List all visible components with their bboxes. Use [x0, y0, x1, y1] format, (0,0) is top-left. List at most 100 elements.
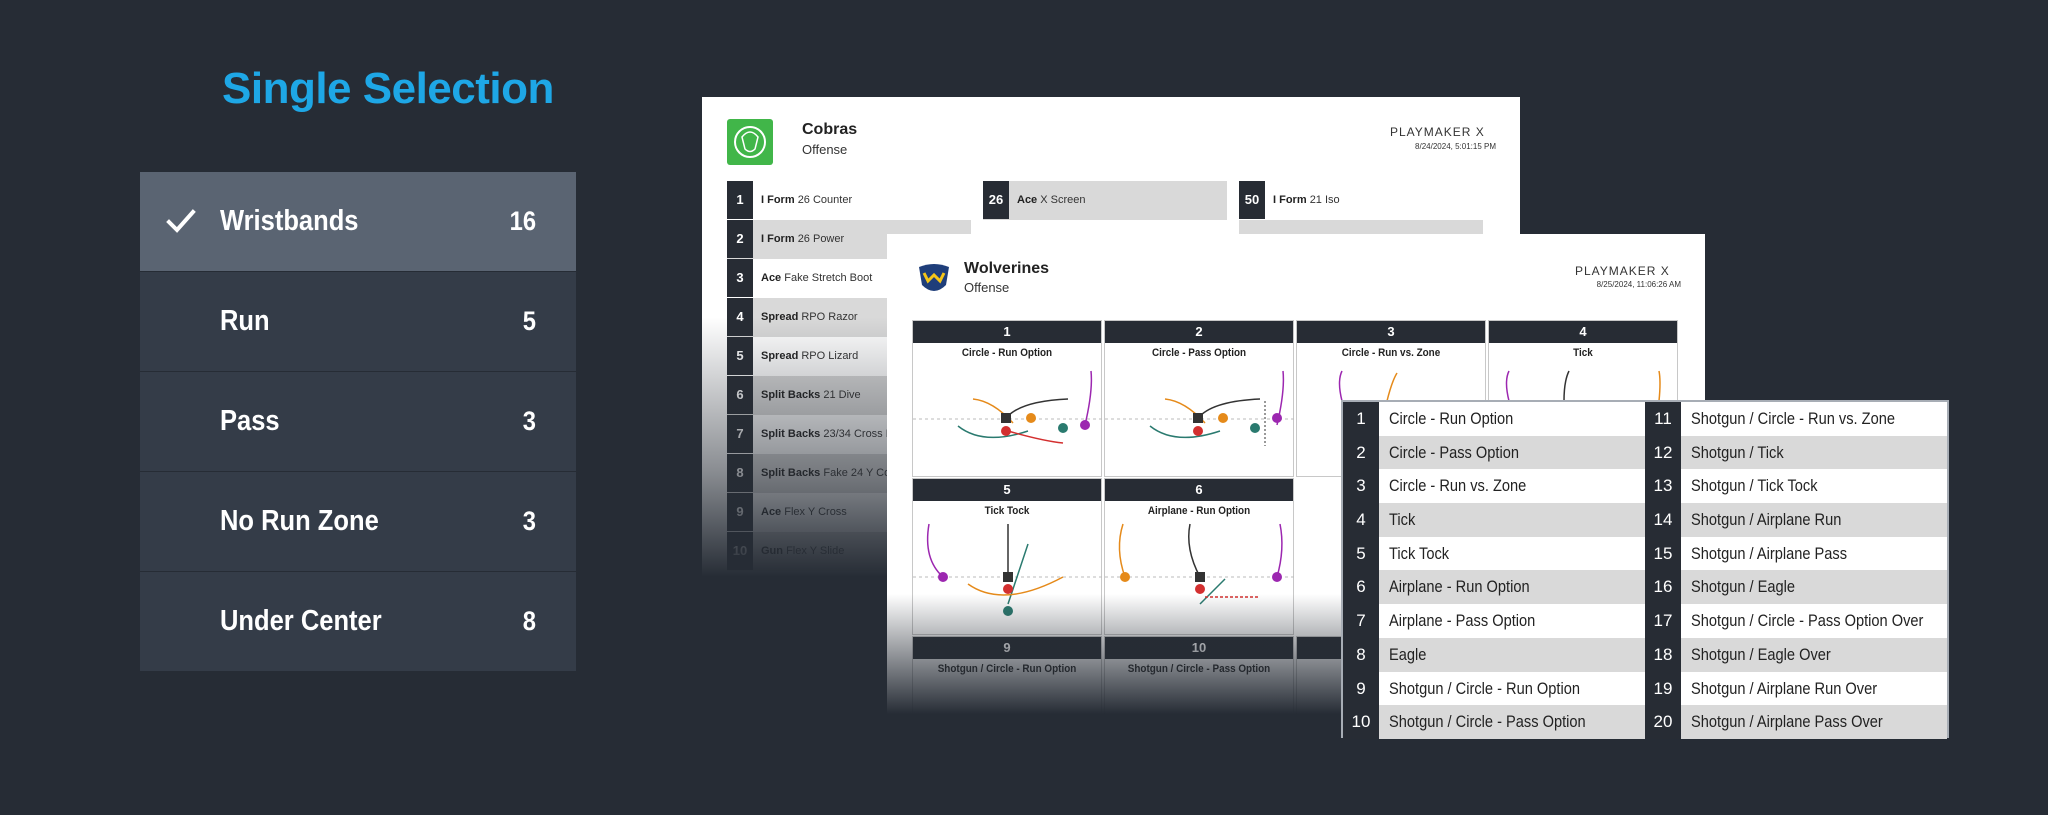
play-number: 10	[1343, 705, 1379, 739]
play-number: 15	[1645, 536, 1681, 571]
table-row: 50 I Form 21 Iso	[1239, 181, 1483, 220]
play-name: Shotgun / Circle - Run Option	[1389, 678, 1580, 698]
option-label: No Run Zone	[220, 505, 379, 537]
play-card[interactable]: 2 Circle - Pass Option	[1104, 320, 1295, 477]
wristband-column: 11 Shotgun / Circle - Run vs. Zone 12 Shot…	[1645, 402, 1947, 739]
option-label: Wristbands	[220, 205, 359, 237]
play-diagram	[1338, 370, 1398, 402]
play-name: Shotgun / Airplane Run Over	[1691, 678, 1878, 698]
play-name: Shotgun / Circle - Run vs. Zone	[1691, 409, 1895, 428]
option-count: 3	[522, 406, 536, 436]
table-row: 3 Circle - Run vs. Zone	[1343, 469, 1645, 504]
team-name: Wolverines	[964, 260, 1050, 277]
play-name: Eagle	[1389, 644, 1427, 664]
play-diagram	[1105, 370, 1295, 446]
sheet-date: 8/24/2024, 5:01:15 PM	[1415, 142, 1496, 151]
option-count: 5	[522, 306, 536, 336]
play-number: 13	[1645, 469, 1681, 504]
table-row: 12 Shotgun / Tick	[1645, 435, 1947, 470]
option-count: 8	[522, 606, 536, 636]
play-name: Shotgun / Tick	[1691, 442, 1784, 462]
play-number: 18	[1645, 637, 1681, 672]
option-label: Run	[220, 305, 270, 337]
play-number: 12	[1645, 435, 1681, 470]
cobras-logo-icon	[727, 119, 773, 165]
table-row: 16 Shotgun / Eagle	[1645, 570, 1947, 605]
play-name: Shotgun / Circle - Pass Option	[1389, 712, 1586, 732]
table-row: 6 Airplane - Run Option	[1343, 570, 1645, 605]
play-name: Shotgun / Circle - Pass Option Over	[1691, 611, 1924, 631]
table-row: 17 Shotgun / Circle - Pass Option Over	[1645, 604, 1947, 638]
play-name: Tick	[1389, 510, 1416, 530]
option-count: 3	[522, 506, 536, 536]
play-number: 5	[1343, 536, 1379, 571]
table-row: 8 Eagle	[1343, 637, 1645, 672]
table-row: 20 Shotgun / Airplane Pass Over	[1645, 705, 1947, 739]
play-diagram	[913, 370, 1103, 444]
table-row: 14 Shotgun / Airplane Run	[1645, 503, 1947, 537]
table-row: 2 Circle - Pass Option	[1343, 435, 1645, 470]
play-name: Tick Tock	[1389, 543, 1450, 563]
panel-title: Single Selection	[222, 64, 554, 113]
table-row: 7 Airplane - Pass Option	[1343, 604, 1645, 638]
play-number: 7	[1343, 604, 1379, 638]
wristband-card: 1 Circle - Run Option 2 Circle - Pass Opti…	[1341, 400, 1949, 739]
table-row: 5 Tick Tock	[1343, 536, 1645, 571]
table-row: 15 Shotgun / Airplane Pass	[1645, 536, 1947, 571]
play-name: Shotgun / Eagle Over	[1691, 644, 1831, 664]
play-number: 20	[1645, 705, 1681, 739]
play-diagram	[1505, 370, 1661, 402]
option-run[interactable]: Run 5	[140, 272, 576, 371]
play-number: 2	[1343, 435, 1379, 470]
option-pass[interactable]: Pass 3	[140, 372, 576, 471]
play-number: 8	[1343, 637, 1379, 672]
play-card[interactable]: 6 Airplane - Run Option	[1104, 478, 1295, 635]
play-diagram	[1105, 523, 1295, 605]
play-number: 11	[1645, 402, 1681, 436]
check-icon	[166, 209, 196, 233]
play-card[interactable]: 5 Tick Tock	[912, 478, 1103, 635]
option-under-center[interactable]: Under Center 8	[140, 572, 576, 671]
play-card[interactable]: 9 Shotgun / Circle - Run Option	[912, 636, 1102, 714]
table-row: 9 Shotgun / Circle - Run Option	[1343, 671, 1645, 706]
play-card[interactable]: 10 Shotgun / Circle - Pass Option	[1104, 636, 1294, 714]
table-row: 26 Ace X Screen	[983, 181, 1227, 220]
play-name: Shotgun / Airplane Run	[1691, 510, 1842, 530]
table-row: 11 Shotgun / Circle - Run vs. Zone	[1645, 402, 1947, 436]
table-row: 3 Ace Fake Stretch Boot	[727, 259, 971, 298]
option-label: Pass	[220, 405, 280, 437]
play-name: Airplane - Run Option	[1389, 577, 1530, 597]
wolverines-logo-icon	[919, 264, 949, 291]
option-no-run-zone[interactable]: No Run Zone 3	[140, 472, 576, 571]
option-label: Under Center	[220, 605, 382, 637]
play-number: 16	[1645, 570, 1681, 605]
play-number: 17	[1645, 604, 1681, 638]
play-name: Airplane - Pass Option	[1389, 611, 1536, 631]
team-side: Offense	[802, 142, 848, 157]
wristband-column: 1 Circle - Run Option 2 Circle - Pass Opti…	[1343, 402, 1645, 739]
play-name: Circle - Pass Option	[1389, 442, 1520, 462]
table-row: 10 Shotgun / Circle - Pass Option	[1343, 705, 1645, 739]
play-number: 9	[1343, 671, 1379, 706]
play-number: 1	[1343, 402, 1379, 436]
play-number: 4	[1343, 503, 1379, 537]
play-number: 19	[1645, 671, 1681, 706]
play-name: Circle - Run vs. Zone	[1389, 476, 1527, 496]
option-wristbands[interactable]: Wristbands 16	[140, 172, 576, 271]
play-column: 26 Ace X Screen	[983, 181, 1227, 220]
team-name: Cobras	[802, 121, 858, 138]
play-name: Shotgun / Airplane Pass Over	[1691, 712, 1883, 732]
play-number: 14	[1645, 503, 1681, 537]
table-row: 1 Circle - Run Option	[1343, 402, 1645, 436]
option-count: 16	[509, 206, 536, 236]
brand-logo: PLAYMAKER X	[1390, 125, 1485, 139]
table-row: 4 Tick	[1343, 503, 1645, 537]
team-side: Offense	[964, 280, 1010, 295]
table-row: 18 Shotgun / Eagle Over	[1645, 637, 1947, 672]
play-card[interactable]: 1 Circle - Run Option	[912, 320, 1103, 477]
play-name: Shotgun / Airplane Pass	[1691, 543, 1848, 563]
play-diagram	[913, 523, 1103, 616]
selection-list: Wristbands 16 Run 5 Pass 3 No Run Zone 3…	[140, 172, 576, 672]
play-name: Shotgun / Eagle	[1691, 577, 1796, 597]
